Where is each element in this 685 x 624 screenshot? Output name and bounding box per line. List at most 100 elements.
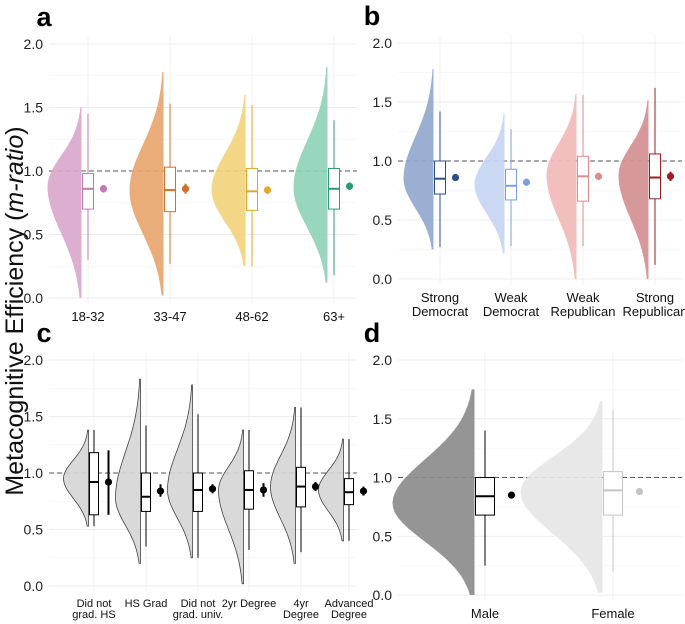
x-tick-label-line: Male [471, 606, 499, 621]
box-iqr [649, 153, 661, 200]
mean-point [208, 485, 217, 493]
x-tick-label-line: Strong [636, 290, 674, 305]
y-tick-label: 1.5 [24, 409, 44, 425]
group-hs-grad [115, 378, 165, 564]
group-33-47 [129, 71, 190, 296]
panel-d: 0.0 0.5 1.0 1.5 2.0 Male Female d [364, 318, 682, 621]
panel-letter: c [36, 318, 51, 348]
group-female [520, 401, 644, 593]
x-tick-label-line: Degree [331, 609, 367, 621]
group-advanced-degree [318, 438, 368, 542]
x-tick-label: 18-32 [71, 309, 104, 324]
box-iqr [434, 160, 446, 195]
x-tick-label-line: Democrat [412, 304, 469, 319]
violin-hs-grad [115, 378, 141, 564]
violin-advanced-degree [318, 438, 344, 542]
group-male [392, 389, 516, 595]
x-tick-label-line: 18-32 [71, 309, 104, 324]
x-tick-label: Weak Democrat [483, 290, 540, 319]
mean-point [156, 487, 165, 495]
violin-female [520, 401, 603, 593]
y-tick-label: 1.0 [373, 153, 393, 169]
mean-point [263, 186, 272, 194]
y-tick-label: 1.0 [24, 163, 44, 179]
mean-point [451, 173, 460, 182]
group-18-32 [47, 107, 108, 298]
box-iqr [89, 452, 99, 516]
x-tick-label-line: Did not [77, 598, 112, 610]
x-tick-label: Advanced Degree [325, 598, 374, 621]
box-iqr [246, 167, 258, 211]
y-tick-label: 0.0 [373, 271, 393, 287]
x-tick-label-line: Weak [495, 290, 528, 305]
group-63 [293, 66, 354, 283]
violin-male [392, 389, 475, 595]
box-iqr [505, 168, 517, 201]
box-iqr [577, 155, 589, 202]
panel-letter: a [36, 2, 52, 32]
x-tick-label-line: grad. HS [72, 609, 115, 621]
violin-weak-democrat [474, 113, 505, 254]
y-tick-label: 0.0 [24, 578, 44, 594]
x-tick-label: Did not grad. univ. [173, 598, 224, 621]
x-tick-label-line: 33-47 [153, 309, 186, 324]
x-tick-label-line: Republican [550, 304, 615, 319]
x-tick-label: Female [591, 606, 634, 621]
x-tick-label-line: 48-62 [235, 309, 268, 324]
group-did-not-grad-univ [167, 384, 217, 559]
x-tick-label: Weak Republican [550, 290, 615, 319]
y-tick-label: 0.0 [24, 290, 44, 306]
y-tick-label: 1.5 [373, 94, 393, 110]
x-tick-label-line: 4yr [293, 598, 309, 610]
violin-did-not-grad-univ [167, 384, 193, 559]
y-tick-label: 0.5 [24, 227, 44, 243]
mean-point [507, 491, 516, 499]
y-tick-label: 2.0 [373, 35, 393, 51]
box-iqr [193, 472, 203, 512]
x-tick-label-line: 2yr Degree [222, 598, 276, 610]
box-iqr [82, 173, 94, 210]
violin-2yr-degree [218, 429, 244, 585]
x-tick-label: 4yr Degree [283, 598, 319, 621]
y-axis-label-suffix: ) [1, 126, 29, 134]
y-tick-label: 2.0 [373, 352, 393, 368]
group-weak-republican [546, 93, 603, 279]
mean-point [359, 487, 368, 495]
violin-18-32 [47, 107, 82, 298]
panel-b: 0.0 0.5 1.0 1.5 2.0 Strong Democrat Weak Democra… [364, 1, 685, 319]
group-did-not-grad-hs [63, 429, 113, 527]
violin-33-47 [129, 71, 164, 296]
group-strong-democrat [403, 68, 460, 250]
y-tick-label: 1.0 [373, 470, 393, 486]
violin-strong-republican [618, 99, 649, 279]
mean-point [99, 185, 108, 193]
group-2yr-degree [218, 429, 268, 585]
x-tick-label-line: 63+ [323, 309, 345, 324]
group-48-62 [211, 94, 272, 267]
group-weak-democrat [474, 113, 531, 254]
y-tick-label: 0.5 [373, 528, 393, 544]
violin-63 [293, 66, 328, 283]
group-4yr-degree [270, 407, 320, 564]
y-tick-label: 0.5 [373, 212, 393, 228]
y-axis-label: Metacognitive Efficiency (m-ratio) [1, 126, 29, 495]
y-tick-label: 1.0 [24, 465, 44, 481]
y-tick-label: 2.0 [24, 352, 44, 368]
mean-point [594, 172, 603, 180]
mean-point [666, 172, 675, 180]
x-tick-label: 33-47 [153, 309, 186, 324]
panel-letter: d [364, 318, 381, 348]
x-tick-label-line: Republican [622, 304, 685, 319]
y-tick-label: 1.5 [373, 411, 393, 427]
x-tick-label: 63+ [323, 309, 345, 324]
x-tick-label-line: HS Grad [125, 598, 168, 610]
mean-point [635, 488, 644, 496]
violin-strong-democrat [403, 68, 434, 250]
violin-did-not-grad-hs [63, 429, 89, 527]
violin-weak-republican [546, 93, 577, 279]
y-tick-label: 1.5 [24, 100, 44, 116]
mean-point [259, 486, 268, 494]
mean-point [311, 482, 320, 491]
